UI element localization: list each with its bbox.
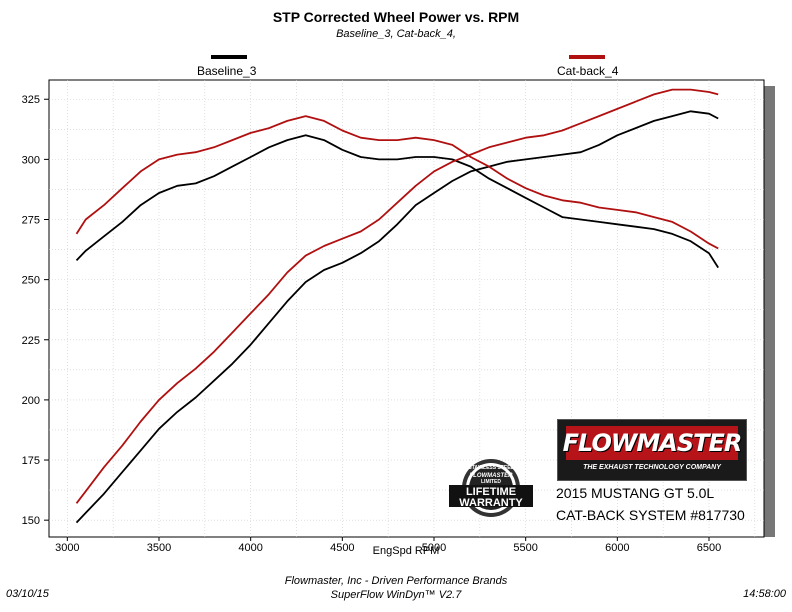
flowmaster-logo: FLOWMASTER THE EXHAUST TECHNOLOGY COMPAN…	[557, 419, 747, 481]
legend-label-catback: Cat-back_4	[557, 64, 619, 78]
series-line-baseline-3-torque	[75, 134, 719, 269]
vehicle-line1: 2015 MUSTANG GT 5.0L	[556, 485, 715, 501]
footer-software: SuperFlow WinDyn™ V2.7	[330, 589, 462, 601]
footer-company: Flowmaster, Inc - Driven Performance Bra…	[284, 575, 508, 587]
badge-brand: FLOWMASTER	[470, 473, 514, 479]
y-tick-label: 300	[22, 154, 40, 166]
x-tick-label: 3500	[147, 542, 171, 554]
badge-warranty: WARRANTY	[459, 497, 523, 509]
series-line-baseline-3-power	[75, 110, 719, 524]
chart-title: STP Corrected Wheel Power vs. RPM	[272, 9, 520, 25]
series-line-cat-back-4-torque	[75, 115, 719, 250]
y-tick-label: 200	[22, 395, 40, 407]
chart-subtitle: Baseline_3, Cat-back_4,	[336, 28, 456, 40]
logo-tagline: THE EXHAUST TECHNOLOGY COMPANY	[583, 464, 721, 471]
series-line-cat-back-4-power	[75, 88, 719, 504]
y-axis: 150 175 200 225 250 275 300 325	[22, 94, 49, 527]
y-tick-label: 150	[22, 515, 40, 527]
legend-swatch-baseline	[211, 55, 247, 59]
x-tick-label: 6500	[697, 542, 721, 554]
y-tick-label: 325	[22, 94, 40, 106]
x-tick-label: 4500	[330, 542, 354, 554]
x-axis-label: EngSpd RPM	[373, 545, 440, 557]
y-tick-label: 250	[22, 275, 40, 287]
badge-top-text: STAINLESS STEEL	[468, 465, 513, 471]
x-tick-label: 5500	[513, 542, 537, 554]
legend-swatch-catback	[569, 55, 605, 59]
grid	[49, 80, 764, 537]
vehicle-line2: CAT-BACK SYSTEM #817730	[556, 507, 745, 523]
badge-lifetime: LIFETIME	[466, 486, 516, 498]
x-axis: 3000 3500 4000 4500 5000 5500 6000 6500	[55, 537, 721, 554]
y-tick-label: 275	[22, 215, 40, 227]
x-tick-label: 5000	[422, 542, 446, 554]
x-tick-label: 4000	[238, 542, 262, 554]
y-tick-label: 175	[22, 455, 40, 467]
y-tick-label: 225	[22, 335, 40, 347]
legend-label-baseline: Baseline_3	[197, 64, 257, 78]
footer-date: 03/10/15	[6, 588, 49, 600]
logo-brand: FLOWMASTER	[562, 429, 743, 457]
x-tick-label: 6000	[605, 542, 629, 554]
x-tick-label: 3000	[55, 542, 79, 554]
lifetime-warranty-badge: STAINLESS STEEL FLOWMASTER LIMITED LIFET…	[449, 459, 533, 517]
footer-time: 14:58:00	[743, 588, 786, 600]
badge-limited: LIMITED	[481, 479, 501, 485]
series-lines	[75, 88, 719, 524]
